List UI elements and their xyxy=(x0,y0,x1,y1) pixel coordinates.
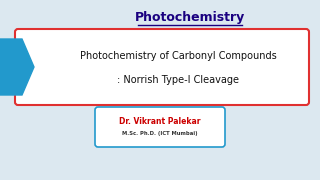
Text: : Norrish Type-I Cleavage: : Norrish Type-I Cleavage xyxy=(117,75,239,85)
FancyBboxPatch shape xyxy=(15,29,309,105)
Text: Photochemistry of Carbonyl Compounds: Photochemistry of Carbonyl Compounds xyxy=(80,51,276,61)
Text: M.Sc. Ph.D. (ICT Mumbai): M.Sc. Ph.D. (ICT Mumbai) xyxy=(122,132,198,136)
FancyBboxPatch shape xyxy=(95,107,225,147)
Text: Photochemistry: Photochemistry xyxy=(135,12,245,24)
Text: Dr. Vikrant Palekar: Dr. Vikrant Palekar xyxy=(119,116,201,125)
Polygon shape xyxy=(0,39,34,95)
